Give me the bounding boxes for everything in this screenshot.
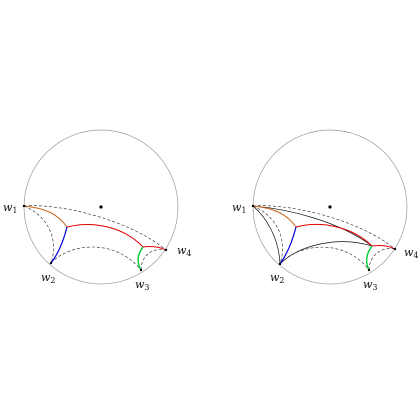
right-dashed-geodesic-w1-w4 — [252, 205, 396, 250]
left-label-w4: w4 — [177, 244, 192, 258]
left-vertex-w3 — [139, 268, 143, 272]
left-dashed-geodesic-w1-w4 — [23, 205, 167, 251]
left-disk-center-point — [99, 205, 103, 209]
right-black-geodesic-w1-w2 — [252, 205, 281, 265]
right-label-w4: w4 — [404, 246, 419, 260]
left-dashed-geodesic-w2-w3 — [50, 246, 142, 271]
right-dashed-geodesic-w1-w2 — [252, 205, 283, 265]
right-green-curve — [365, 245, 373, 271]
left-panel: w1 w2 w3 w4 — [3, 129, 192, 292]
left-dashed-geodesic-w1-w2 — [23, 205, 54, 264]
left-green-curve — [137, 246, 144, 271]
right-blue-curve — [279, 226, 297, 265]
right-disk-center-point — [328, 205, 332, 209]
left-label-w3: w3 — [135, 278, 150, 292]
left-dashed-geodesic-w3-w4 — [140, 249, 167, 271]
right-dashed-geodesic-w3-w4 — [368, 248, 396, 271]
left-vertex-w2 — [49, 261, 53, 265]
left-blue-curve — [50, 226, 68, 264]
right-red-curve — [295, 224, 396, 250]
right-vertex-w4 — [393, 247, 397, 251]
left-vertex-w4 — [164, 248, 168, 252]
right-panel: w1 w2 w3 w4 — [232, 129, 419, 292]
left-label-w2: w2 — [41, 271, 56, 285]
right-vertex-w3 — [367, 268, 371, 272]
right-label-w3: w3 — [363, 278, 378, 292]
right-label-w1: w1 — [232, 201, 247, 215]
right-dashed-geodesic-w2-w3 — [279, 246, 370, 271]
right-black-geodesic-w2-red — [279, 241, 373, 265]
right-label-w2: w2 — [270, 271, 285, 285]
left-vertex-w1 — [22, 204, 26, 208]
right-black-geodesic-w1-red — [252, 205, 373, 247]
right-vertex-w1 — [251, 204, 255, 208]
left-orange-curve — [23, 205, 68, 228]
left-red-curve — [66, 224, 167, 251]
right-vertex-w2 — [278, 262, 282, 266]
right-orange-curve — [252, 205, 297, 228]
left-label-w1: w1 — [3, 201, 18, 215]
